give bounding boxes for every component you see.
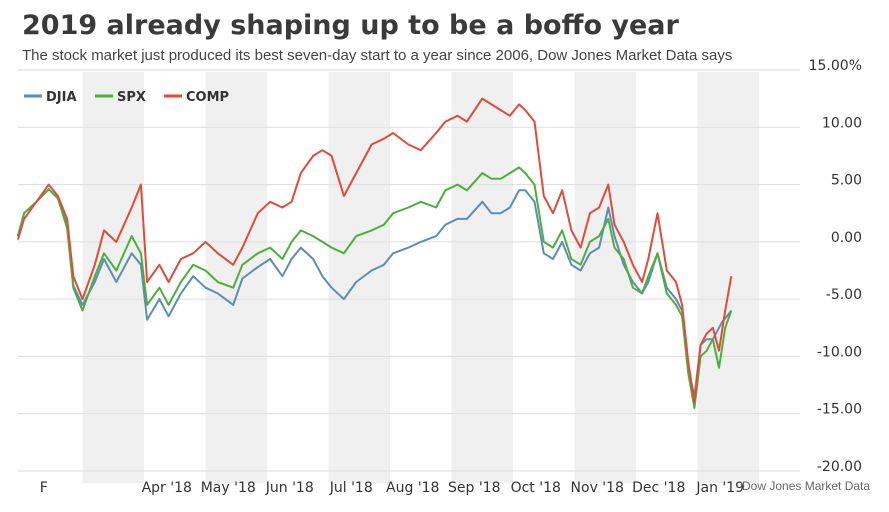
y-tick-label: 5.00 xyxy=(831,173,862,189)
series-line-spx xyxy=(16,166,733,409)
month-band xyxy=(574,72,636,483)
legend: DJIA SPX COMP xyxy=(24,90,229,105)
chart-subtitle: The stock market just produced its best … xyxy=(22,47,732,64)
y-tick-label: 15.00% xyxy=(809,58,862,74)
x-tick-label: F xyxy=(40,480,48,496)
x-axis-ticks: F Apr '18 May '18 Jun '18 Jul '18 Aug '18 Sep … xyxy=(40,480,744,496)
legend-comp-label: COMP xyxy=(186,90,229,105)
y-axis-ticks: 15.00% 10.00 5.00 0.00 -5.00 -10.00 -15.00 -20.… xyxy=(809,58,862,475)
y-tick-label: 0.00 xyxy=(831,230,862,246)
month-shading xyxy=(82,72,759,483)
x-tick-label: Jun '18 xyxy=(265,480,314,496)
series-line-comp xyxy=(16,97,733,404)
month-band xyxy=(451,72,513,483)
chart-title: 2019 already shaping up to be a boffo ye… xyxy=(22,10,680,41)
x-tick-label: May '18 xyxy=(201,480,256,496)
x-tick-label: Jul '18 xyxy=(329,480,373,496)
y-tick-label: -5.00 xyxy=(826,287,862,303)
y-tick-label: -10.00 xyxy=(817,344,862,360)
horizontal-gridlines xyxy=(18,69,800,472)
x-tick-label: Nov '18 xyxy=(571,480,624,496)
x-tick-label: Apr '18 xyxy=(142,480,192,496)
series-lines xyxy=(16,97,733,409)
y-tick-label: -20.00 xyxy=(817,459,862,475)
x-tick-label: Aug '18 xyxy=(386,480,439,496)
x-tick-label: Sep '18 xyxy=(448,480,501,496)
x-tick-label: Oct '18 xyxy=(511,480,561,496)
x-tick-label: Dec '18 xyxy=(632,480,685,496)
y-tick-label: -15.00 xyxy=(817,402,862,418)
legend-spx-label: SPX xyxy=(117,90,146,105)
month-band xyxy=(697,72,759,483)
x-tick-label: Jan '19 xyxy=(695,480,744,496)
y-tick-label: 10.00 xyxy=(822,115,862,131)
month-band xyxy=(328,72,390,483)
legend-djia-label: DJIA xyxy=(46,90,77,105)
source-credit: Dow Jones Market Data xyxy=(742,479,870,493)
